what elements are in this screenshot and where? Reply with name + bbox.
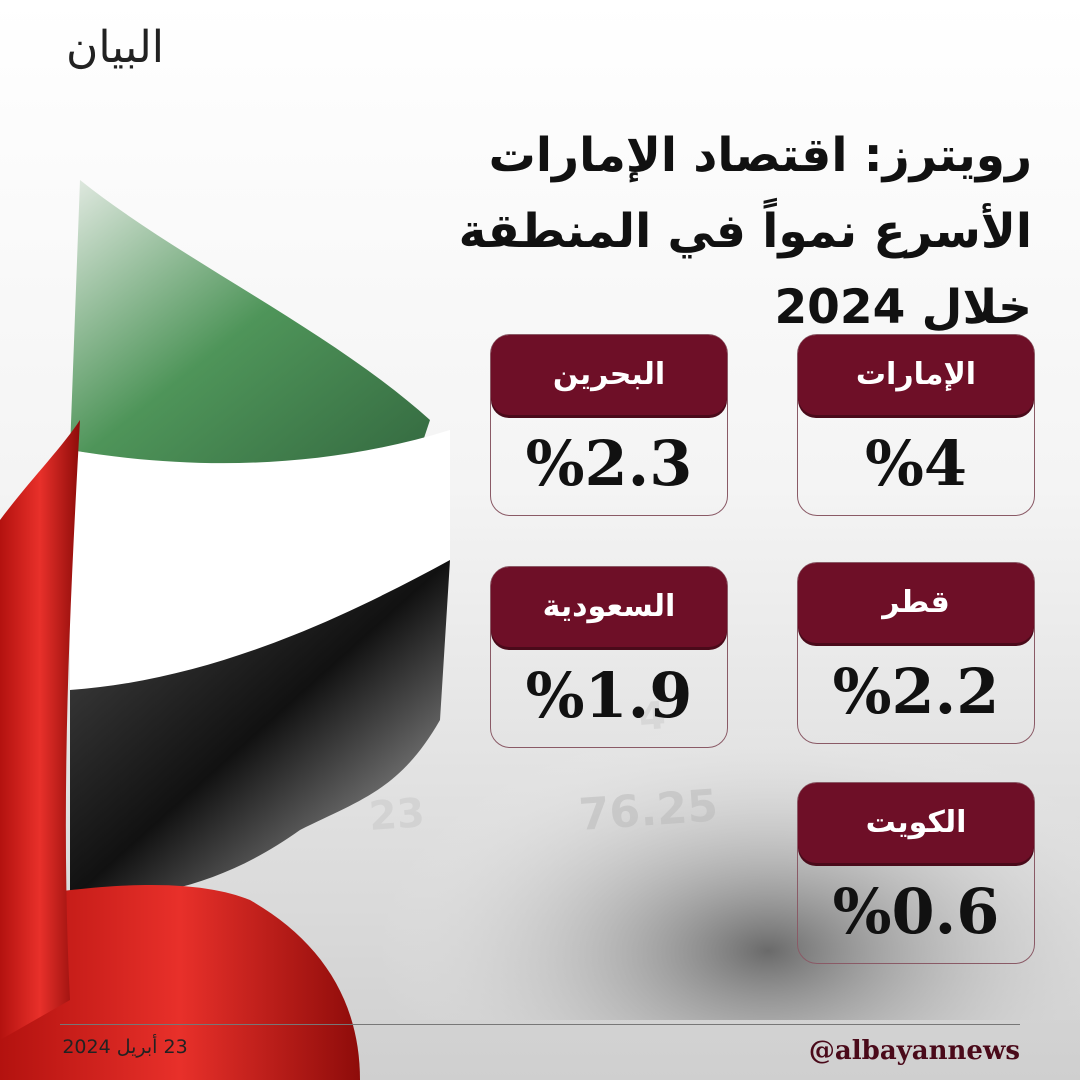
card-kuwait-label: الكويت (798, 783, 1034, 863)
card-kuwait-value: %0.6 (832, 875, 1000, 948)
albayan-logo: البيان (66, 22, 164, 73)
card-saudi-value: %1.9 (525, 659, 693, 732)
card-uae-label: الإمارات (798, 335, 1034, 415)
card-bahrain: البحرين %2.3 (490, 334, 728, 516)
card-bahrain-label: البحرين (491, 335, 727, 415)
card-saudi: السعودية %1.9 (490, 566, 728, 748)
card-qatar-label: قطر (798, 563, 1034, 643)
svg-text:4: 4 (638, 693, 667, 739)
card-bahrain-value: %2.3 (525, 427, 693, 500)
svg-text:23: 23 (367, 790, 426, 840)
footer-social-handle: @albayannews (808, 1036, 1020, 1066)
card-uae: الإمارات %4 (797, 334, 1035, 516)
card-uae-value: %4 (864, 427, 968, 500)
svg-text:76.25: 76.25 (577, 780, 719, 841)
footer-divider (60, 1024, 1020, 1025)
card-saudi-label: السعودية (491, 567, 727, 647)
footer-date: 23 أبريل 2024 (62, 1036, 188, 1058)
card-qatar-value: %2.2 (832, 655, 1000, 728)
card-qatar: قطر %2.2 (797, 562, 1035, 744)
card-kuwait: الكويت %0.6 (797, 782, 1035, 964)
headline: رويترز: اقتصاد الإمارات الأسرع نمواً في … (458, 128, 1032, 335)
